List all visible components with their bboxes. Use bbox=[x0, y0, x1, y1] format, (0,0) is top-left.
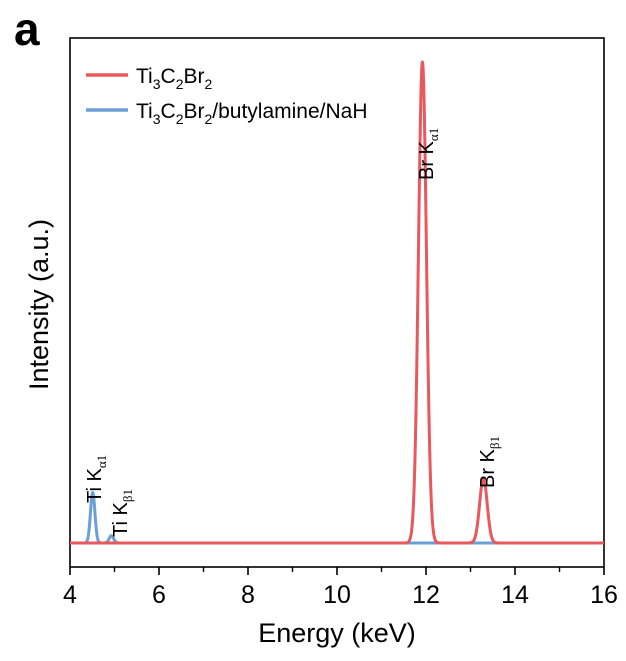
x-tick-label: 16 bbox=[590, 581, 618, 609]
legend-label-0: Ti3C2Br2 bbox=[136, 65, 212, 92]
peak-label-3: Br Kβ1 bbox=[477, 436, 502, 488]
x-tick-label: 4 bbox=[63, 581, 77, 609]
peak-label-0: Ti Kα1 bbox=[84, 455, 109, 503]
peak-label-1: Ti Kβ1 bbox=[110, 489, 135, 537]
x-tick-label: 8 bbox=[241, 581, 255, 609]
peak-label-2: Br Kα1 bbox=[416, 128, 441, 180]
series-line-1 bbox=[68, 490, 606, 545]
x-tick-label: 12 bbox=[412, 581, 440, 609]
panel-label: a bbox=[14, 3, 40, 55]
legend-label-1: Ti3C2Br2/butylamine/NaH bbox=[136, 100, 368, 127]
x-tick-label: 10 bbox=[323, 581, 351, 609]
series-line-0 bbox=[68, 60, 606, 545]
y-axis-label: Intensity (a.u.) bbox=[24, 219, 54, 390]
x-tick-label: 14 bbox=[501, 581, 529, 609]
x-axis-label: Energy (keV) bbox=[258, 618, 416, 648]
x-tick-label: 6 bbox=[152, 581, 166, 609]
